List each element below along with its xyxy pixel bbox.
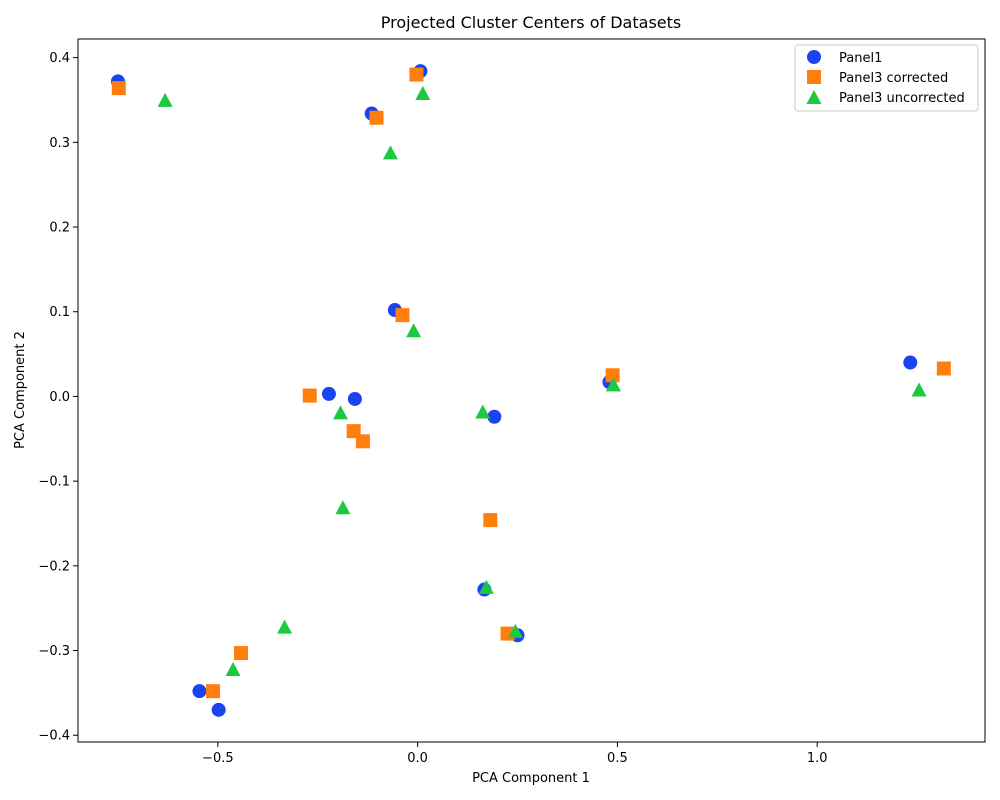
legend-marker-panel3-uncorrected bbox=[806, 90, 822, 104]
data-point-triangle bbox=[225, 662, 241, 677]
data-point-circle bbox=[487, 409, 502, 424]
series-panel3-uncorrected bbox=[157, 86, 927, 677]
x-tick-label: 1.0 bbox=[807, 751, 828, 766]
y-tick-label: −0.3 bbox=[38, 644, 70, 659]
data-point-square bbox=[409, 67, 424, 82]
legend-label-panel1: Panel1 bbox=[839, 51, 882, 66]
y-tick-label: 0.4 bbox=[49, 51, 70, 66]
data-point-circle bbox=[903, 355, 918, 370]
y-axis-ticks: −0.4 −0.3 −0.2 −0.1 0.0 0.1 0.2 0.3 0.4 bbox=[38, 51, 78, 744]
data-point-circle bbox=[347, 391, 362, 406]
data-point-triangle bbox=[508, 623, 524, 638]
data-point-square bbox=[936, 361, 951, 376]
x-axis-label: PCA Component 1 bbox=[472, 771, 590, 786]
x-tick-label: 0.5 bbox=[607, 751, 628, 766]
data-point-triangle bbox=[911, 382, 927, 397]
data-point-triangle bbox=[335, 500, 351, 515]
data-point-triangle bbox=[475, 404, 491, 419]
data-point-square bbox=[483, 513, 498, 528]
data-point-triangle bbox=[333, 405, 349, 420]
data-point-square bbox=[302, 388, 317, 403]
y-tick-label: 0.1 bbox=[49, 305, 70, 320]
data-point-square bbox=[234, 646, 249, 661]
plot-area bbox=[110, 64, 951, 717]
series-panel3-corrected bbox=[111, 67, 951, 699]
data-point-circle bbox=[321, 386, 336, 401]
legend-label-panel3-corrected: Panel3 corrected bbox=[839, 71, 948, 86]
data-point-circle bbox=[211, 702, 226, 717]
y-tick-label: 0.0 bbox=[49, 390, 70, 405]
x-axis-ticks: −0.5 0.0 0.5 1.0 bbox=[202, 742, 828, 766]
legend: Panel1 Panel3 corrected Panel3 uncorrect… bbox=[794, 44, 979, 112]
axes-frame bbox=[77, 38, 986, 743]
data-point-square bbox=[605, 368, 620, 383]
y-tick-label: 0.2 bbox=[49, 221, 70, 236]
data-point-square bbox=[355, 434, 370, 449]
y-tick-label: −0.2 bbox=[38, 559, 70, 574]
legend-marker-panel1 bbox=[807, 50, 821, 64]
data-point-triangle bbox=[406, 323, 422, 338]
x-tick-label: 0.0 bbox=[407, 751, 428, 766]
x-tick-label: −0.5 bbox=[202, 751, 234, 766]
data-point-square bbox=[111, 81, 126, 96]
data-point-triangle bbox=[478, 579, 494, 594]
data-point-triangle bbox=[277, 619, 293, 634]
y-tick-label: −0.4 bbox=[38, 729, 70, 744]
data-point-triangle bbox=[415, 86, 431, 101]
data-point-square bbox=[369, 110, 384, 125]
data-point-square bbox=[395, 308, 410, 323]
data-point-triangle bbox=[382, 145, 398, 160]
legend-marker-panel3-corrected bbox=[807, 70, 821, 84]
y-axis-label: PCA Component 2 bbox=[13, 331, 28, 449]
legend-label-panel3-uncorrected: Panel3 uncorrected bbox=[839, 91, 965, 106]
data-point-triangle bbox=[605, 377, 621, 392]
chart-title: Projected Cluster Centers of Datasets bbox=[381, 13, 681, 32]
data-point-triangle bbox=[157, 92, 173, 107]
data-point-square bbox=[206, 684, 221, 699]
y-tick-label: 0.3 bbox=[49, 136, 70, 151]
legend-box bbox=[794, 44, 979, 112]
data-point-circle bbox=[192, 684, 207, 699]
y-tick-label: −0.1 bbox=[38, 475, 70, 490]
